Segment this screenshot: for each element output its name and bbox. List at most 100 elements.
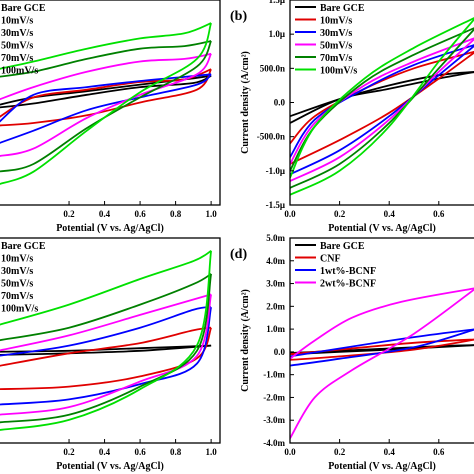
x-tick-label: 0.2 <box>63 209 75 219</box>
legend-label: Bare GCE <box>1 3 46 14</box>
series-line-100mv-s-lower <box>0 250 212 431</box>
legend-label: 10mV/s <box>1 16 33 27</box>
series-line-50mv-s-upper <box>0 52 212 101</box>
y-axis-title: Current density (A/cm²) <box>240 289 251 392</box>
legend-label: 30mV/s <box>1 28 33 39</box>
series-line-70mv-s-upper <box>0 273 212 342</box>
panel-1: 0.0 0.2 0.4 0.6 1.5μ 1.0μ 500.0n 0.0 -500.0n -1.0… <box>230 0 474 234</box>
plot-frame-0 <box>0 0 221 206</box>
x-axis-title: Potential (V vs. Ag/AgCl) <box>56 223 164 234</box>
legend-label: 70mV/s <box>1 291 33 302</box>
y-tick-label: 2.0m <box>266 301 285 311</box>
plot-frame-2 <box>0 237 221 444</box>
series-line-10mv-s-upper <box>0 326 212 367</box>
y-tick-label: -3.0m <box>263 415 285 425</box>
panel-label: (d) <box>230 247 247 262</box>
x-tick-label: 0.4 <box>384 209 396 219</box>
series-line-bare-gce-lower <box>290 71 474 124</box>
series-line-2wt-bcnf-upper <box>290 287 474 360</box>
y-tick-label: 1.5μ <box>269 0 285 5</box>
y-tick-label: 500.0n <box>260 63 285 73</box>
series-line-30mv-s-lower <box>0 73 212 144</box>
legend-label: 30mV/s <box>1 266 33 277</box>
x-tick-label: 1.0 <box>205 447 217 457</box>
legend-label: 50mV/s <box>1 279 33 290</box>
series-line-70mv-s-lower <box>0 273 212 424</box>
series-line-10mv-s-lower <box>0 68 212 127</box>
legend-label: CNF <box>320 254 341 265</box>
legend-label: 2wt%-BCNF <box>320 279 376 290</box>
curves-0 <box>0 22 212 185</box>
y-tick-label: 5.0m <box>266 233 285 243</box>
series-line-10mv-s-lower <box>290 51 474 165</box>
series-line-2wt-bcnf-lower <box>290 288 474 439</box>
panel-3: 0.0 0.2 0.4 0.6 5.0m 4.0m 3.0m 2.0m 1.0m 0.0 -1.0m… <box>230 233 474 472</box>
x-tick-label: 0.8 <box>170 209 182 219</box>
series-line-50mv-s-upper <box>290 37 474 165</box>
x-tick-label: 0.2 <box>334 447 346 457</box>
y-tick-label: -1.0m <box>263 370 285 380</box>
x-tick-label: 0.6 <box>433 209 445 219</box>
series-line-30mv-s-upper <box>0 306 212 357</box>
x-tick-label: 0.6 <box>433 447 445 457</box>
series-line-bare-gce-lower <box>0 344 212 356</box>
x-tick-label: 0.2 <box>334 209 346 219</box>
series-line-100mv-s-upper <box>290 17 474 179</box>
series-line-30mv-s-upper <box>0 73 212 123</box>
legend-label: 100mV/s <box>320 66 357 77</box>
series-line-100mv-s-upper <box>0 22 212 70</box>
series-line-70mv-s-lower <box>0 40 212 173</box>
x-tick-label: 0.0 <box>284 447 296 457</box>
series-line-50mv-s-lower <box>290 38 474 182</box>
x-tick-label: 0.2 <box>63 447 75 457</box>
panel-2: 0.2 0.4 0.6 0.8 1.0 Potential (V vs. Ag/AgCl)… <box>0 237 221 472</box>
legend-label: 100mV/s <box>1 66 38 77</box>
series-line-bare-gce-upper <box>290 71 474 118</box>
x-axis-title: Potential (V vs. Ag/AgCl) <box>328 223 436 234</box>
legend-label: 50mV/s <box>1 41 33 52</box>
legend-label: 50mV/s <box>320 41 352 52</box>
y-tick-label: 1.0m <box>266 324 285 334</box>
series-line-100mv-s-lower <box>0 22 212 185</box>
series-line-100mv-s-upper <box>0 250 212 326</box>
series-line-100mv-s-lower <box>290 18 474 196</box>
panel-0: 0.2 0.4 0.6 0.8 1.0 Potential (V vs. Ag/AgCl)… <box>0 0 221 234</box>
panel-label: (b) <box>230 9 247 24</box>
series-line-50mv-s-lower <box>0 53 212 157</box>
series-line-50mv-s-upper <box>0 293 212 352</box>
x-axis-title: Potential (V vs. Ag/AgCl) <box>56 461 164 472</box>
legend-label: 70mV/s <box>320 53 352 64</box>
legend-label: 30mV/s <box>320 28 352 39</box>
series-line-30mv-s-lower <box>0 306 212 406</box>
series-line-bare-gce-lower <box>0 74 212 109</box>
x-tick-label: 0.4 <box>99 209 111 219</box>
x-tick-label: 0.6 <box>134 447 146 457</box>
curves-2 <box>0 250 212 431</box>
series-line-70mv-s-upper <box>0 40 212 78</box>
series-line-50mv-s-lower <box>0 294 212 416</box>
legend-label: Bare GCE <box>1 241 46 252</box>
x-tick-label: 0.6 <box>134 209 146 219</box>
y-tick-label: 3.0m <box>266 279 285 289</box>
x-axis-title: Potential (V vs. Ag/AgCl) <box>328 461 436 472</box>
y-tick-label: -2.0m <box>263 392 285 402</box>
y-tick-label: -4.0m <box>263 438 285 448</box>
y-tick-label: 4.0m <box>266 256 285 266</box>
series-line-1wt-bcnf-upper <box>290 328 474 358</box>
legend-label: 70mV/s <box>1 53 33 64</box>
series-line-70mv-s-lower <box>290 28 474 189</box>
curves-1 <box>290 17 474 196</box>
y-tick-label: -1.5μ <box>266 200 285 210</box>
y-tick-label: 0.0 <box>274 347 286 357</box>
y-tick-label: -500.0n <box>257 132 285 142</box>
x-tick-label: 0.4 <box>384 447 396 457</box>
legend-label: 10mV/s <box>320 16 352 27</box>
legend-label: 1wt%-BCNF <box>320 266 376 277</box>
legend-label: Bare GCE <box>320 3 365 14</box>
y-axis-title: Current density (A/cm²) <box>240 51 251 154</box>
x-tick-label: 0.0 <box>284 209 296 219</box>
legend-label: Bare GCE <box>320 241 365 252</box>
curves-3 <box>290 287 474 439</box>
legend-label: 100mV/s <box>1 304 38 315</box>
